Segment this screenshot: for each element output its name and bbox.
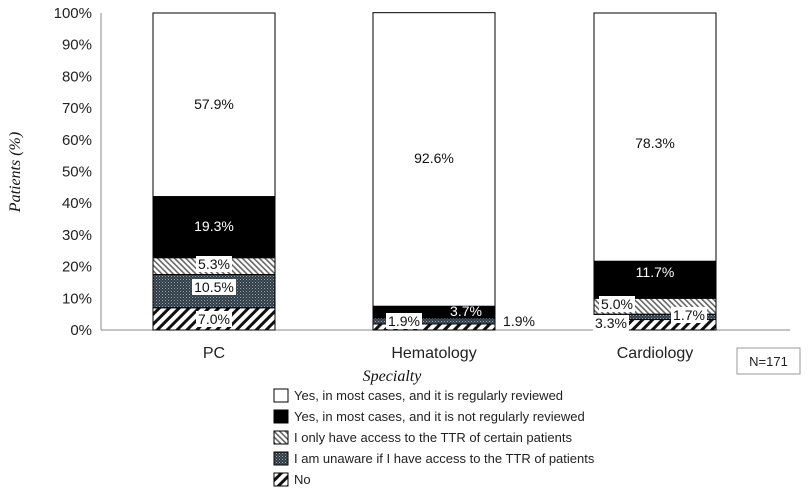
data-label: 57.9%	[194, 96, 234, 112]
legend-swatch	[273, 409, 289, 424]
y-tick-label: 90%	[62, 37, 92, 54]
data-label: 10.5%	[192, 279, 236, 295]
data-label-bg	[593, 315, 629, 331]
data-label-text: 5.0%	[601, 296, 633, 312]
data-label-bg	[671, 307, 707, 323]
category-label: Cardiology	[617, 345, 693, 362]
sample-size-note: N=171	[736, 347, 801, 375]
data-label-bg	[192, 279, 236, 295]
legend-item: Yes, in most cases, and it is not regula…	[273, 409, 585, 424]
y-tick-label: 10%	[62, 290, 92, 307]
data-label: 92.6%	[414, 150, 454, 166]
category-label: PC	[203, 345, 225, 362]
data-label-bg	[196, 311, 232, 327]
y-tick-label: 40%	[62, 195, 92, 212]
legend-item: No	[273, 472, 311, 487]
legend-swatch	[273, 451, 289, 466]
y-tick-label: 100%	[54, 5, 92, 22]
data-label: 78.3%	[635, 135, 675, 151]
data-label-text: 7.0%	[198, 311, 230, 327]
data-label: 5.0%	[599, 296, 635, 312]
legend-item: I only have access to the TTR of certain…	[273, 430, 572, 445]
bars	[152, 12, 717, 331]
data-label-text: 92.6%	[414, 150, 454, 166]
y-tick-label: 30%	[62, 227, 92, 244]
data-label-text: 57.9%	[194, 96, 234, 112]
data-label: 3.7%	[450, 303, 482, 319]
data-label: 1.9%	[386, 313, 422, 329]
data-label-text: 3.3%	[595, 315, 627, 331]
legend-label: Yes, in most cases, and it is regularly …	[294, 388, 563, 403]
data-label: 1.7%	[671, 307, 707, 323]
legend-label: Yes, in most cases, and it is not regula…	[294, 409, 585, 424]
x-axis-title: Specialty	[363, 368, 423, 385]
data-label-text: 3.7%	[450, 303, 482, 319]
legend-label: No	[294, 472, 311, 487]
data-labels: 7.0% 3.3% 10.5% 1.9% 1.7% 5.3% 5.0% 19.3% 3.7% 11…	[192, 96, 707, 331]
y-tick-label: 20%	[62, 259, 92, 276]
legend-swatch	[273, 472, 289, 487]
data-label-text: 5.3%	[198, 256, 230, 272]
y-tick-label: 80%	[62, 68, 92, 85]
data-label-text: 10.5%	[194, 279, 234, 295]
legend-swatch	[273, 388, 289, 403]
data-label-text: 78.3%	[635, 135, 675, 151]
data-label-bg	[599, 296, 635, 312]
bar-segment	[152, 12, 276, 198]
data-label-text: 11.7%	[636, 264, 675, 280]
data-label: 19.3%	[194, 218, 234, 234]
category-label: Hematology	[391, 345, 476, 362]
legend-label: I am unaware if I have access to the TTR…	[294, 451, 595, 466]
data-label: 5.3%	[196, 256, 232, 272]
category-labels: PC Hematology Cardiology	[203, 345, 693, 362]
legend-swatch	[273, 430, 289, 445]
y-tick-labels: 0% 10% 20% 30% 40% 50% 60% 70% 80% 90% 100%	[54, 5, 92, 339]
bar-segment	[593, 260, 717, 299]
data-label: 7.0%	[196, 311, 232, 327]
data-label: 11.7%	[636, 264, 675, 280]
data-label-text: 19.3%	[194, 218, 234, 234]
sample-size-text: N=171	[749, 354, 788, 369]
bar-segment	[152, 196, 276, 259]
data-label-outside: 1.9%	[503, 313, 535, 329]
data-label-bg	[386, 313, 422, 329]
data-label: 3.3%	[593, 315, 629, 331]
legend-label: I only have access to the TTR of certain…	[294, 430, 572, 445]
legend-item: Yes, in most cases, and it is regularly …	[273, 388, 563, 403]
legend: Yes, in most cases, and it is regularly …	[273, 388, 595, 487]
y-tick-label: 60%	[62, 132, 92, 149]
data-label-text: 1.9%	[388, 313, 420, 329]
legend-item: I am unaware if I have access to the TTR…	[273, 451, 595, 466]
y-tick-label: 50%	[62, 164, 92, 181]
bar-segment	[372, 12, 496, 307]
y-axis-title: Patients (%)	[7, 132, 24, 213]
y-axis: 0% 10% 20% 30% 40% 50% 60% 70% 80% 90% 100%	[54, 5, 102, 339]
data-label-text: 1.7%	[673, 307, 705, 323]
y-tick-label: 70%	[62, 100, 92, 117]
data-label-bg	[196, 256, 232, 272]
y-tick-label: 0%	[70, 322, 92, 339]
bar-segment	[593, 12, 717, 262]
